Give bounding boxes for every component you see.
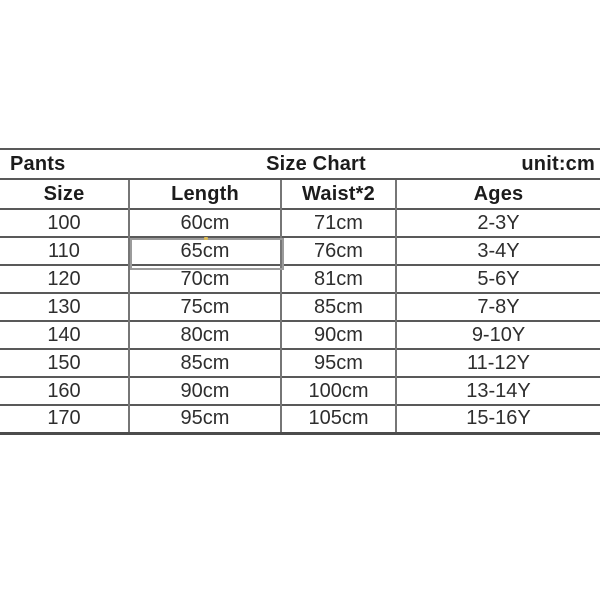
cell-waist: 76cm <box>280 236 396 265</box>
table-row: 170 95cm 105cm 15-16Y <box>0 404 600 435</box>
cell-waist: 105cm <box>280 404 396 435</box>
cell-size: 130 <box>0 292 129 321</box>
cell-size: 170 <box>0 404 129 435</box>
cell-ages: 3-4Y <box>395 236 600 265</box>
cell-ages: 9-10Y <box>395 320 600 349</box>
cell-waist: 81cm <box>280 264 396 293</box>
cell-ages: 11-12Y <box>395 348 600 377</box>
cell-size: 100 <box>0 208 129 237</box>
category-label: Pants <box>10 152 66 175</box>
cell-length: 95cm <box>128 404 281 435</box>
cell-ages: 2-3Y <box>395 208 600 237</box>
cell-size: 150 <box>0 348 129 377</box>
column-header-size: Size <box>0 178 129 209</box>
column-header-length: Length <box>128 178 281 209</box>
cell-ages: 7-8Y <box>395 292 600 321</box>
cell-length: 70cm <box>128 264 281 293</box>
column-header-ages: Ages <box>395 178 600 209</box>
cell-size: 120 <box>0 264 129 293</box>
header-row: Size Length Waist*2 Ages <box>0 178 600 209</box>
cell-waist: 95cm <box>280 348 396 377</box>
unit-label: unit:cm <box>521 152 595 175</box>
size-chart: Pants Size Chart unit:cm Size Length Wai… <box>0 148 600 435</box>
column-header-waist: Waist*2 <box>280 178 396 209</box>
table-row: 120 70cm 81cm 5-6Y <box>0 264 600 293</box>
cell-waist: 90cm <box>280 320 396 349</box>
cell-ages: 5-6Y <box>395 264 600 293</box>
table-row: 160 90cm 100cm 13-14Y <box>0 376 600 405</box>
table-row: 150 85cm 95cm 11-12Y <box>0 348 600 377</box>
cell-waist: 85cm <box>280 292 396 321</box>
cell-waist: 71cm <box>280 208 396 237</box>
cell-ages: 13-14Y <box>395 376 600 405</box>
cell-length: 90cm <box>128 376 281 405</box>
cell-size: 160 <box>0 376 129 405</box>
cell-length: 75cm <box>128 292 281 321</box>
chart-title: Size Chart <box>266 152 366 175</box>
cell-length: 80cm <box>128 320 281 349</box>
chart-title-row: Pants Size Chart unit:cm <box>0 148 600 178</box>
cell-length: 65cm <box>128 236 281 265</box>
cell-size: 140 <box>0 320 129 349</box>
cell-length: 85cm <box>128 348 281 377</box>
table-row: 100 60cm 71cm 2-3Y <box>0 208 600 237</box>
cell-length: 60cm <box>128 208 281 237</box>
table-row: 140 80cm 90cm 9-10Y <box>0 320 600 349</box>
table-row: 130 75cm 85cm 7-8Y <box>0 292 600 321</box>
cell-size: 110 <box>0 236 129 265</box>
cell-ages: 15-16Y <box>395 404 600 435</box>
cell-waist: 100cm <box>280 376 396 405</box>
table-row: 110 65cm 76cm 3-4Y <box>0 236 600 265</box>
size-table: Size Length Waist*2 Ages 100 60cm 71cm 2… <box>0 178 600 435</box>
